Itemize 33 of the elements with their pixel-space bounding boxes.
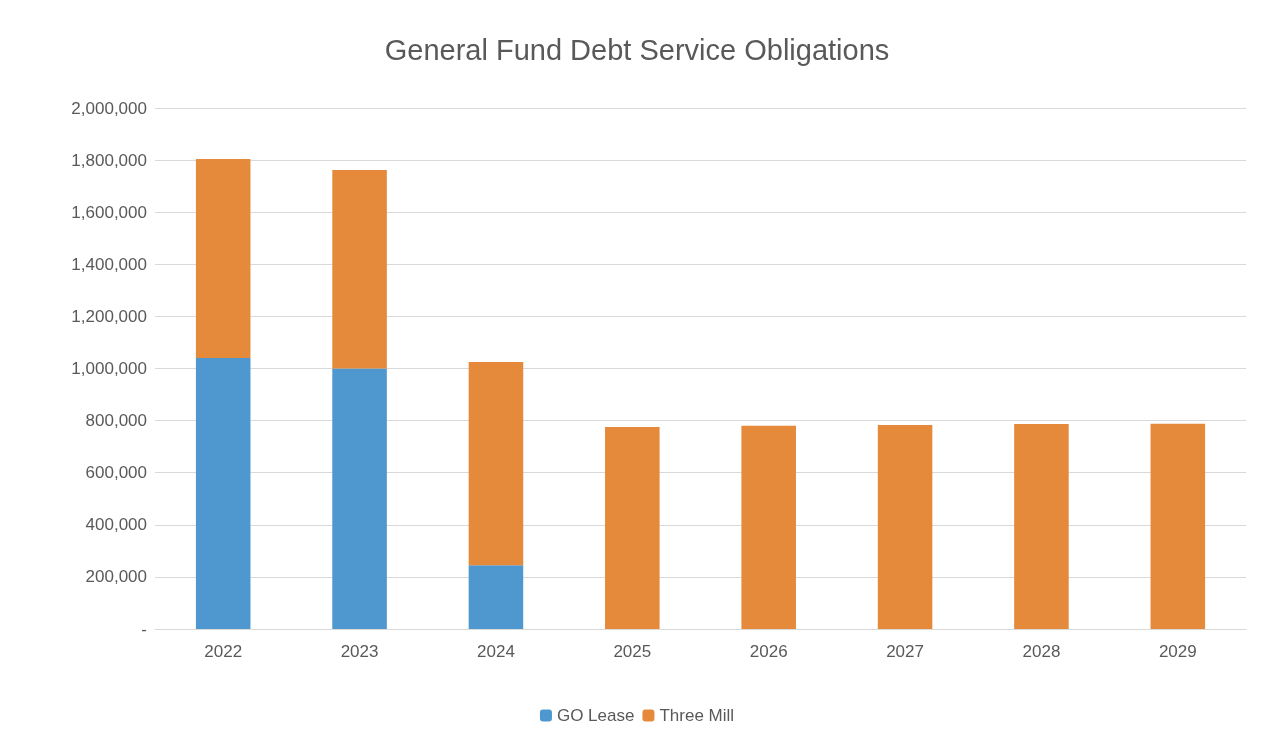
bar xyxy=(605,427,660,629)
legend-label: Three Mill xyxy=(659,706,735,725)
x-tick-label: 2023 xyxy=(340,642,379,661)
chart-title: General Fund Debt Service Obligations xyxy=(384,33,890,66)
x-tick-label: 2029 xyxy=(1158,642,1197,661)
y-tick-label: 1,600,000 xyxy=(71,202,147,222)
bar xyxy=(468,565,524,629)
x-tick-label: 2025 xyxy=(613,642,652,661)
bar xyxy=(332,368,387,629)
y-tick-label: 1,000,000 xyxy=(71,359,147,378)
legend-label: GO Lease xyxy=(556,706,635,725)
y-tick-label: 800,000 xyxy=(85,411,147,431)
x-tick-label: 2028 xyxy=(1022,642,1061,661)
x-tick-label: 2022 xyxy=(204,642,243,661)
bar xyxy=(468,361,524,566)
bar xyxy=(332,170,387,369)
bar xyxy=(1014,423,1069,629)
bar xyxy=(195,358,251,629)
bar xyxy=(1150,423,1206,629)
bar xyxy=(877,425,933,629)
y-tick-label: 200,000 xyxy=(85,567,147,587)
y-tick-label: 400,000 xyxy=(85,515,147,535)
x-tick-label: 2026 xyxy=(749,642,788,661)
y-tick-label: - xyxy=(141,619,147,639)
y-tick-label: 600,000 xyxy=(85,463,147,483)
bar xyxy=(741,425,796,629)
y-tick-label: 1,400,000 xyxy=(71,254,147,274)
bar xyxy=(195,159,251,359)
x-tick-label: 2024 xyxy=(477,642,515,661)
y-tick-label: 2,000,000 xyxy=(71,98,147,118)
y-tick-label: 1,200,000 xyxy=(71,306,147,326)
x-tick-label: 2027 xyxy=(886,642,924,661)
y-tick-label: 1,800,000 xyxy=(71,150,147,170)
